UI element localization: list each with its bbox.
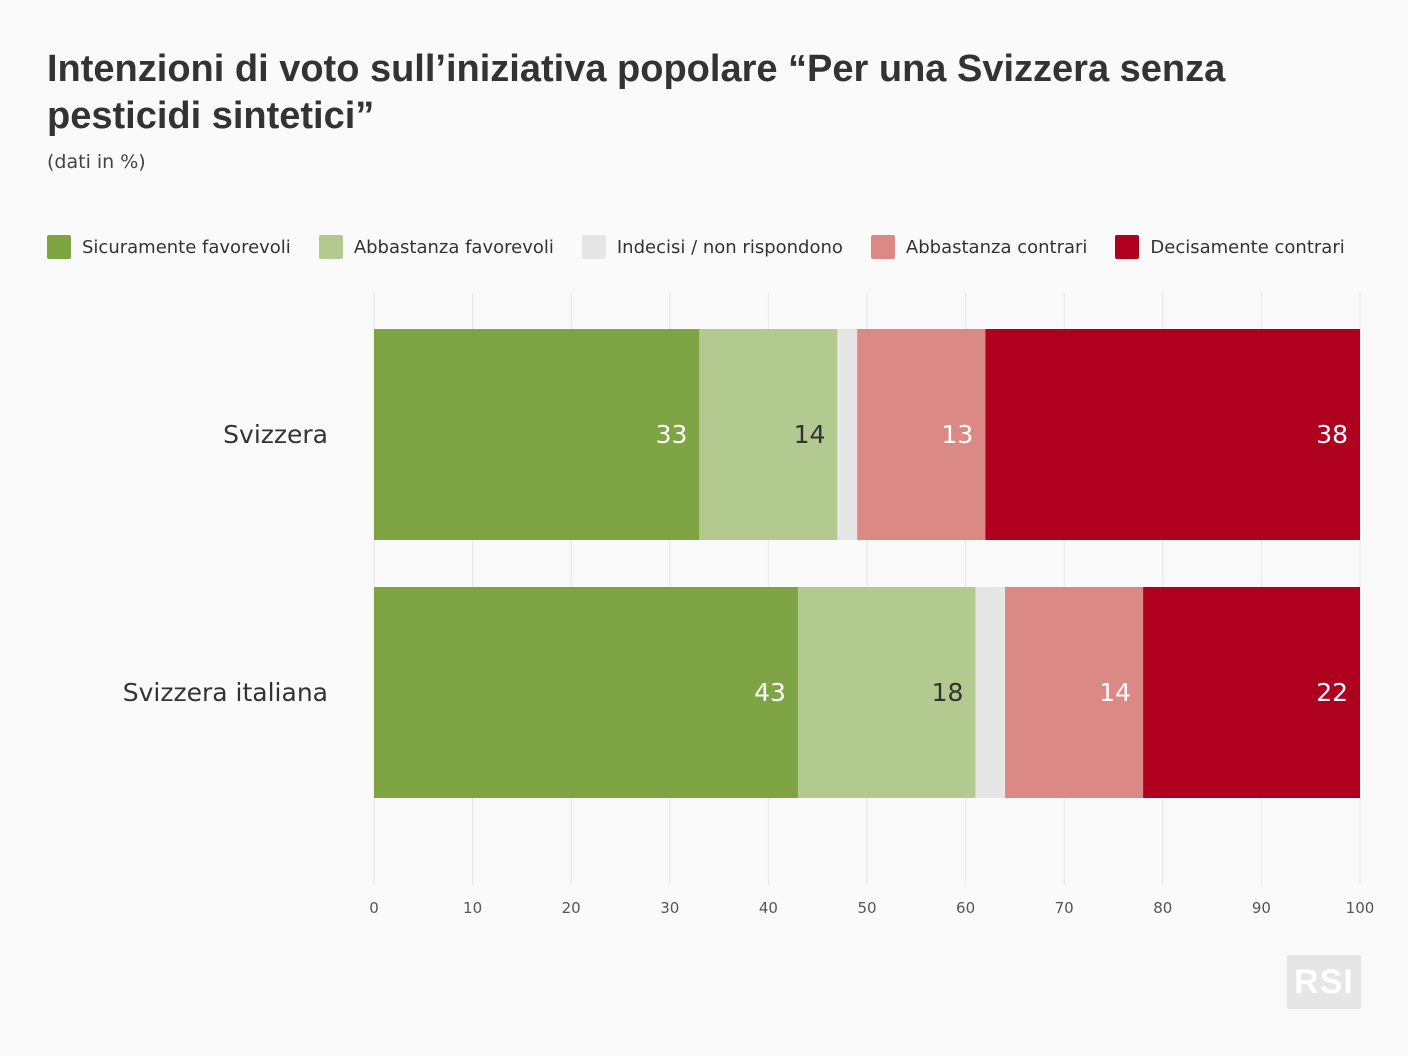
data-label: 13 bbox=[942, 420, 974, 449]
data-label: 38 bbox=[1316, 420, 1348, 449]
x-tick-label: 40 bbox=[759, 899, 778, 917]
x-tick-label: 50 bbox=[857, 899, 876, 917]
legend-label: Abbastanza favorevoli bbox=[353, 236, 554, 258]
legend-item: Decisamente contrari bbox=[1115, 235, 1345, 259]
legend-item: Indecisi / non rispondono bbox=[581, 235, 843, 259]
data-label: 14 bbox=[1099, 678, 1131, 707]
category-label: Svizzera bbox=[223, 420, 328, 449]
chart-subtitle: (dati in %) bbox=[47, 151, 146, 173]
legend-swatch bbox=[581, 235, 606, 259]
bar-segment bbox=[1005, 587, 1144, 798]
legend-item: Abbastanza favorevoli bbox=[318, 235, 554, 259]
bar-segment bbox=[1143, 587, 1360, 798]
bar-segment bbox=[837, 329, 858, 540]
legend-label: Decisamente contrari bbox=[1150, 236, 1345, 258]
legend-swatch bbox=[47, 235, 71, 259]
x-tick-label: 0 bbox=[369, 899, 379, 917]
legend-label: Indecisi / non rispondono bbox=[616, 236, 843, 258]
bar-segment bbox=[374, 329, 700, 540]
bar-segment bbox=[374, 587, 798, 798]
data-label: 43 bbox=[754, 678, 786, 707]
data-label: 33 bbox=[656, 420, 688, 449]
x-tick-label: 70 bbox=[1055, 899, 1074, 917]
x-tick-label: 80 bbox=[1153, 899, 1172, 917]
x-tick-label: 100 bbox=[1346, 899, 1375, 917]
x-tick-label: 60 bbox=[956, 899, 975, 917]
data-label: 22 bbox=[1316, 678, 1348, 707]
bar-segment bbox=[797, 587, 976, 798]
legend-swatch bbox=[870, 235, 895, 259]
legend-item: Abbastanza contrari bbox=[870, 235, 1088, 259]
bar-segment bbox=[975, 587, 1006, 798]
category-label: Svizzera italiana bbox=[123, 678, 328, 707]
legend-swatch bbox=[1115, 235, 1140, 259]
x-tick-label: 20 bbox=[562, 899, 581, 917]
chart-title: Intenzioni di voto sull’iniziativa popol… bbox=[47, 48, 1226, 137]
x-tick-label: 90 bbox=[1252, 899, 1271, 917]
legend-item: Sicuramente favorevoli bbox=[47, 235, 291, 259]
legend: Sicuramente favorevoli Abbastanza favorev… bbox=[47, 233, 1373, 261]
data-label: 18 bbox=[932, 678, 964, 707]
legend-swatch bbox=[318, 235, 343, 259]
bar-segment bbox=[699, 329, 838, 540]
bar-segment bbox=[985, 329, 1360, 540]
legend-label: Sicuramente favorevoli bbox=[82, 236, 291, 258]
bar-segment bbox=[857, 329, 986, 540]
data-label: 14 bbox=[794, 420, 826, 449]
rsi-logo: RSI bbox=[1287, 955, 1361, 1009]
x-tick-label: 30 bbox=[660, 899, 679, 917]
legend-label: Abbastanza contrari bbox=[905, 236, 1088, 258]
x-tick-label: 10 bbox=[463, 899, 482, 917]
